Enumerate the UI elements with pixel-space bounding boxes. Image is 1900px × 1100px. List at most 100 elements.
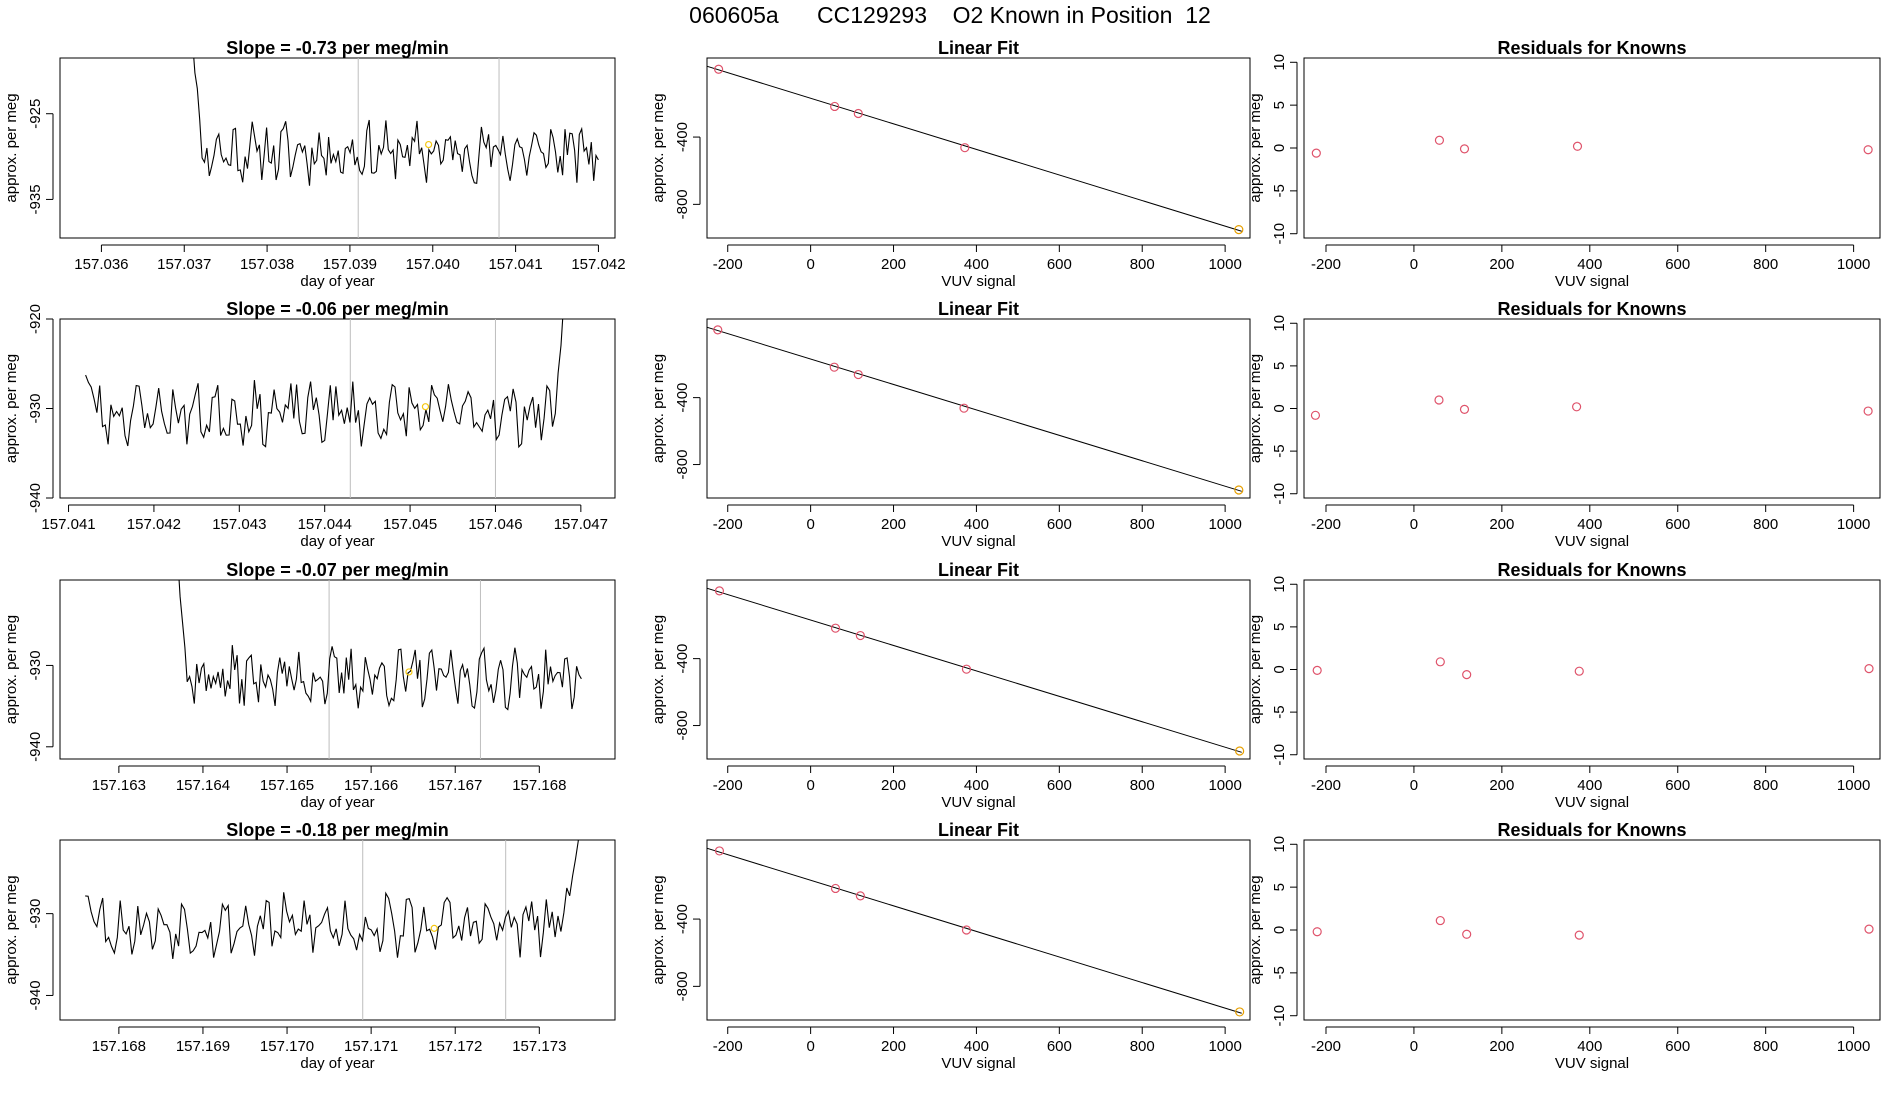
y-tick-label: -925 xyxy=(27,99,44,129)
x-tick-label: 400 xyxy=(964,777,989,794)
panel-title: Slope = -0.73 per meg/min xyxy=(226,38,449,58)
x-tick-label: 157.041 xyxy=(41,516,95,533)
x-tick-label: 400 xyxy=(964,516,989,533)
x-tick-label: -200 xyxy=(1311,1038,1341,1055)
data-point xyxy=(959,403,969,413)
plot-area xyxy=(1312,657,1874,680)
plot-frame xyxy=(706,318,1251,499)
y-axis-label: approx. per meg xyxy=(1247,354,1264,463)
data-point xyxy=(1863,145,1873,155)
x-tick-label: 600 xyxy=(1047,777,1072,794)
x-tick-label: 800 xyxy=(1130,1038,1155,1055)
panel-1-0: Slope = -0.06 per meg/min 157.041 157.042 1… xyxy=(3,299,616,550)
x-tick-label: 1000 xyxy=(1208,256,1241,273)
x-tick-label: 400 xyxy=(964,1038,989,1055)
x-tick-label: 400 xyxy=(1577,777,1602,794)
x-tick-label: 200 xyxy=(1489,777,1514,794)
plot-frame xyxy=(706,57,1251,239)
plot-area xyxy=(193,58,599,238)
y-tick-label: -935 xyxy=(27,184,44,214)
y-tick-label: -800 xyxy=(674,450,691,480)
data-point xyxy=(1235,746,1245,756)
y-tick-label: -400 xyxy=(674,904,691,934)
x-tick-label: 0 xyxy=(806,1038,814,1055)
y-tick-label: -800 xyxy=(674,971,691,1001)
y-axis-label: approx. per meg xyxy=(3,875,20,984)
highlight-point xyxy=(421,403,430,411)
data-point xyxy=(1434,135,1445,145)
data-point xyxy=(1864,924,1874,934)
x-tick-label: 200 xyxy=(881,516,906,533)
x-axis-label: day of year xyxy=(300,273,374,290)
y-tick-label: 10 xyxy=(1271,576,1288,593)
y-axis-label: approx. per meg xyxy=(3,93,20,202)
data-point xyxy=(830,883,841,894)
panel-2-1: Linear Fit -200 0 200 400 600 800 1000 VUV signa… xyxy=(650,560,1251,811)
x-tick-label: 400 xyxy=(1577,256,1602,273)
x-tick-label: 157.169 xyxy=(176,1038,230,1055)
data-point xyxy=(1435,657,1445,667)
x-tick-label: 157.165 xyxy=(260,777,314,794)
x-tick-label: 157.168 xyxy=(92,1038,146,1055)
x-tick-label: 1000 xyxy=(1837,256,1870,273)
x-tick-label: 157.038 xyxy=(240,256,294,273)
y-tick-label: -400 xyxy=(674,383,691,413)
y-tick-label: -800 xyxy=(674,189,691,219)
x-tick-label: 157.046 xyxy=(468,516,522,533)
x-tick-label: 400 xyxy=(964,256,989,273)
y-tick-label: -5 xyxy=(1271,705,1288,718)
x-tick-label: 157.044 xyxy=(298,516,352,533)
y-tick-label: 5 xyxy=(1271,883,1288,891)
data-point xyxy=(1572,402,1582,412)
y-tick-label: 5 xyxy=(1271,101,1288,109)
panel-3-1: Linear Fit -200 0 200 400 600 800 1000 VUV signa… xyxy=(650,820,1251,1072)
data-point xyxy=(1312,927,1322,937)
plot-area xyxy=(707,586,1245,756)
data-point xyxy=(1574,666,1584,676)
x-axis-label: VUV signal xyxy=(1555,794,1629,811)
x-tick-label: -200 xyxy=(1311,777,1341,794)
data-point xyxy=(1312,665,1322,675)
x-tick-label: 157.043 xyxy=(212,516,266,533)
data-series-line xyxy=(193,58,599,186)
x-axis-label: VUV signal xyxy=(1555,533,1629,550)
fit-line xyxy=(707,847,1242,1014)
x-tick-label: -200 xyxy=(1311,516,1341,533)
plot-frame xyxy=(59,579,616,760)
y-tick-label: -10 xyxy=(1271,223,1288,245)
panel-2-0: Slope = -0.07 per meg/min 157.163 157.164 1… xyxy=(3,560,616,811)
x-tick-label: 400 xyxy=(1577,1038,1602,1055)
x-tick-label: 600 xyxy=(1047,1038,1072,1055)
panel-title: Residuals for Knowns xyxy=(1497,820,1686,840)
x-tick-label: 200 xyxy=(881,777,906,794)
y-axis-label: approx. per meg xyxy=(3,615,20,724)
y-tick-label: -10 xyxy=(1271,1005,1288,1027)
y-tick-label: -400 xyxy=(674,644,691,674)
y-tick-label: 0 xyxy=(1271,144,1288,152)
y-tick-label: 0 xyxy=(1271,404,1288,412)
y-tick-label: -400 xyxy=(674,122,691,152)
plot-frame xyxy=(59,318,616,499)
panel-2-2: Residuals for Knowns-200 0 200 400 600 800 100… xyxy=(1247,560,1881,811)
x-tick-label: 0 xyxy=(1410,1038,1418,1055)
x-tick-label: 1000 xyxy=(1208,516,1241,533)
fit-line xyxy=(707,65,1242,232)
data-series-line xyxy=(85,319,564,449)
panel-0-2: Residuals for Knowns-200 0 200 400 600 800 100… xyxy=(1247,38,1881,290)
data-point xyxy=(1574,930,1584,940)
data-point xyxy=(1435,915,1445,926)
y-axis-label: approx. per meg xyxy=(650,615,667,724)
y-tick-label: -10 xyxy=(1271,483,1288,505)
data-point xyxy=(1434,395,1444,405)
panel-title: Linear Fit xyxy=(938,38,1019,58)
x-tick-label: 200 xyxy=(881,256,906,273)
data-point xyxy=(1234,224,1244,235)
x-tick-label: 157.042 xyxy=(571,256,625,273)
data-point xyxy=(1311,148,1321,158)
x-tick-label: 400 xyxy=(1577,516,1602,533)
x-tick-label: -200 xyxy=(713,777,743,794)
x-tick-label: 0 xyxy=(1410,777,1418,794)
data-point xyxy=(1863,406,1873,416)
data-point xyxy=(830,623,841,633)
data-point xyxy=(960,143,970,153)
